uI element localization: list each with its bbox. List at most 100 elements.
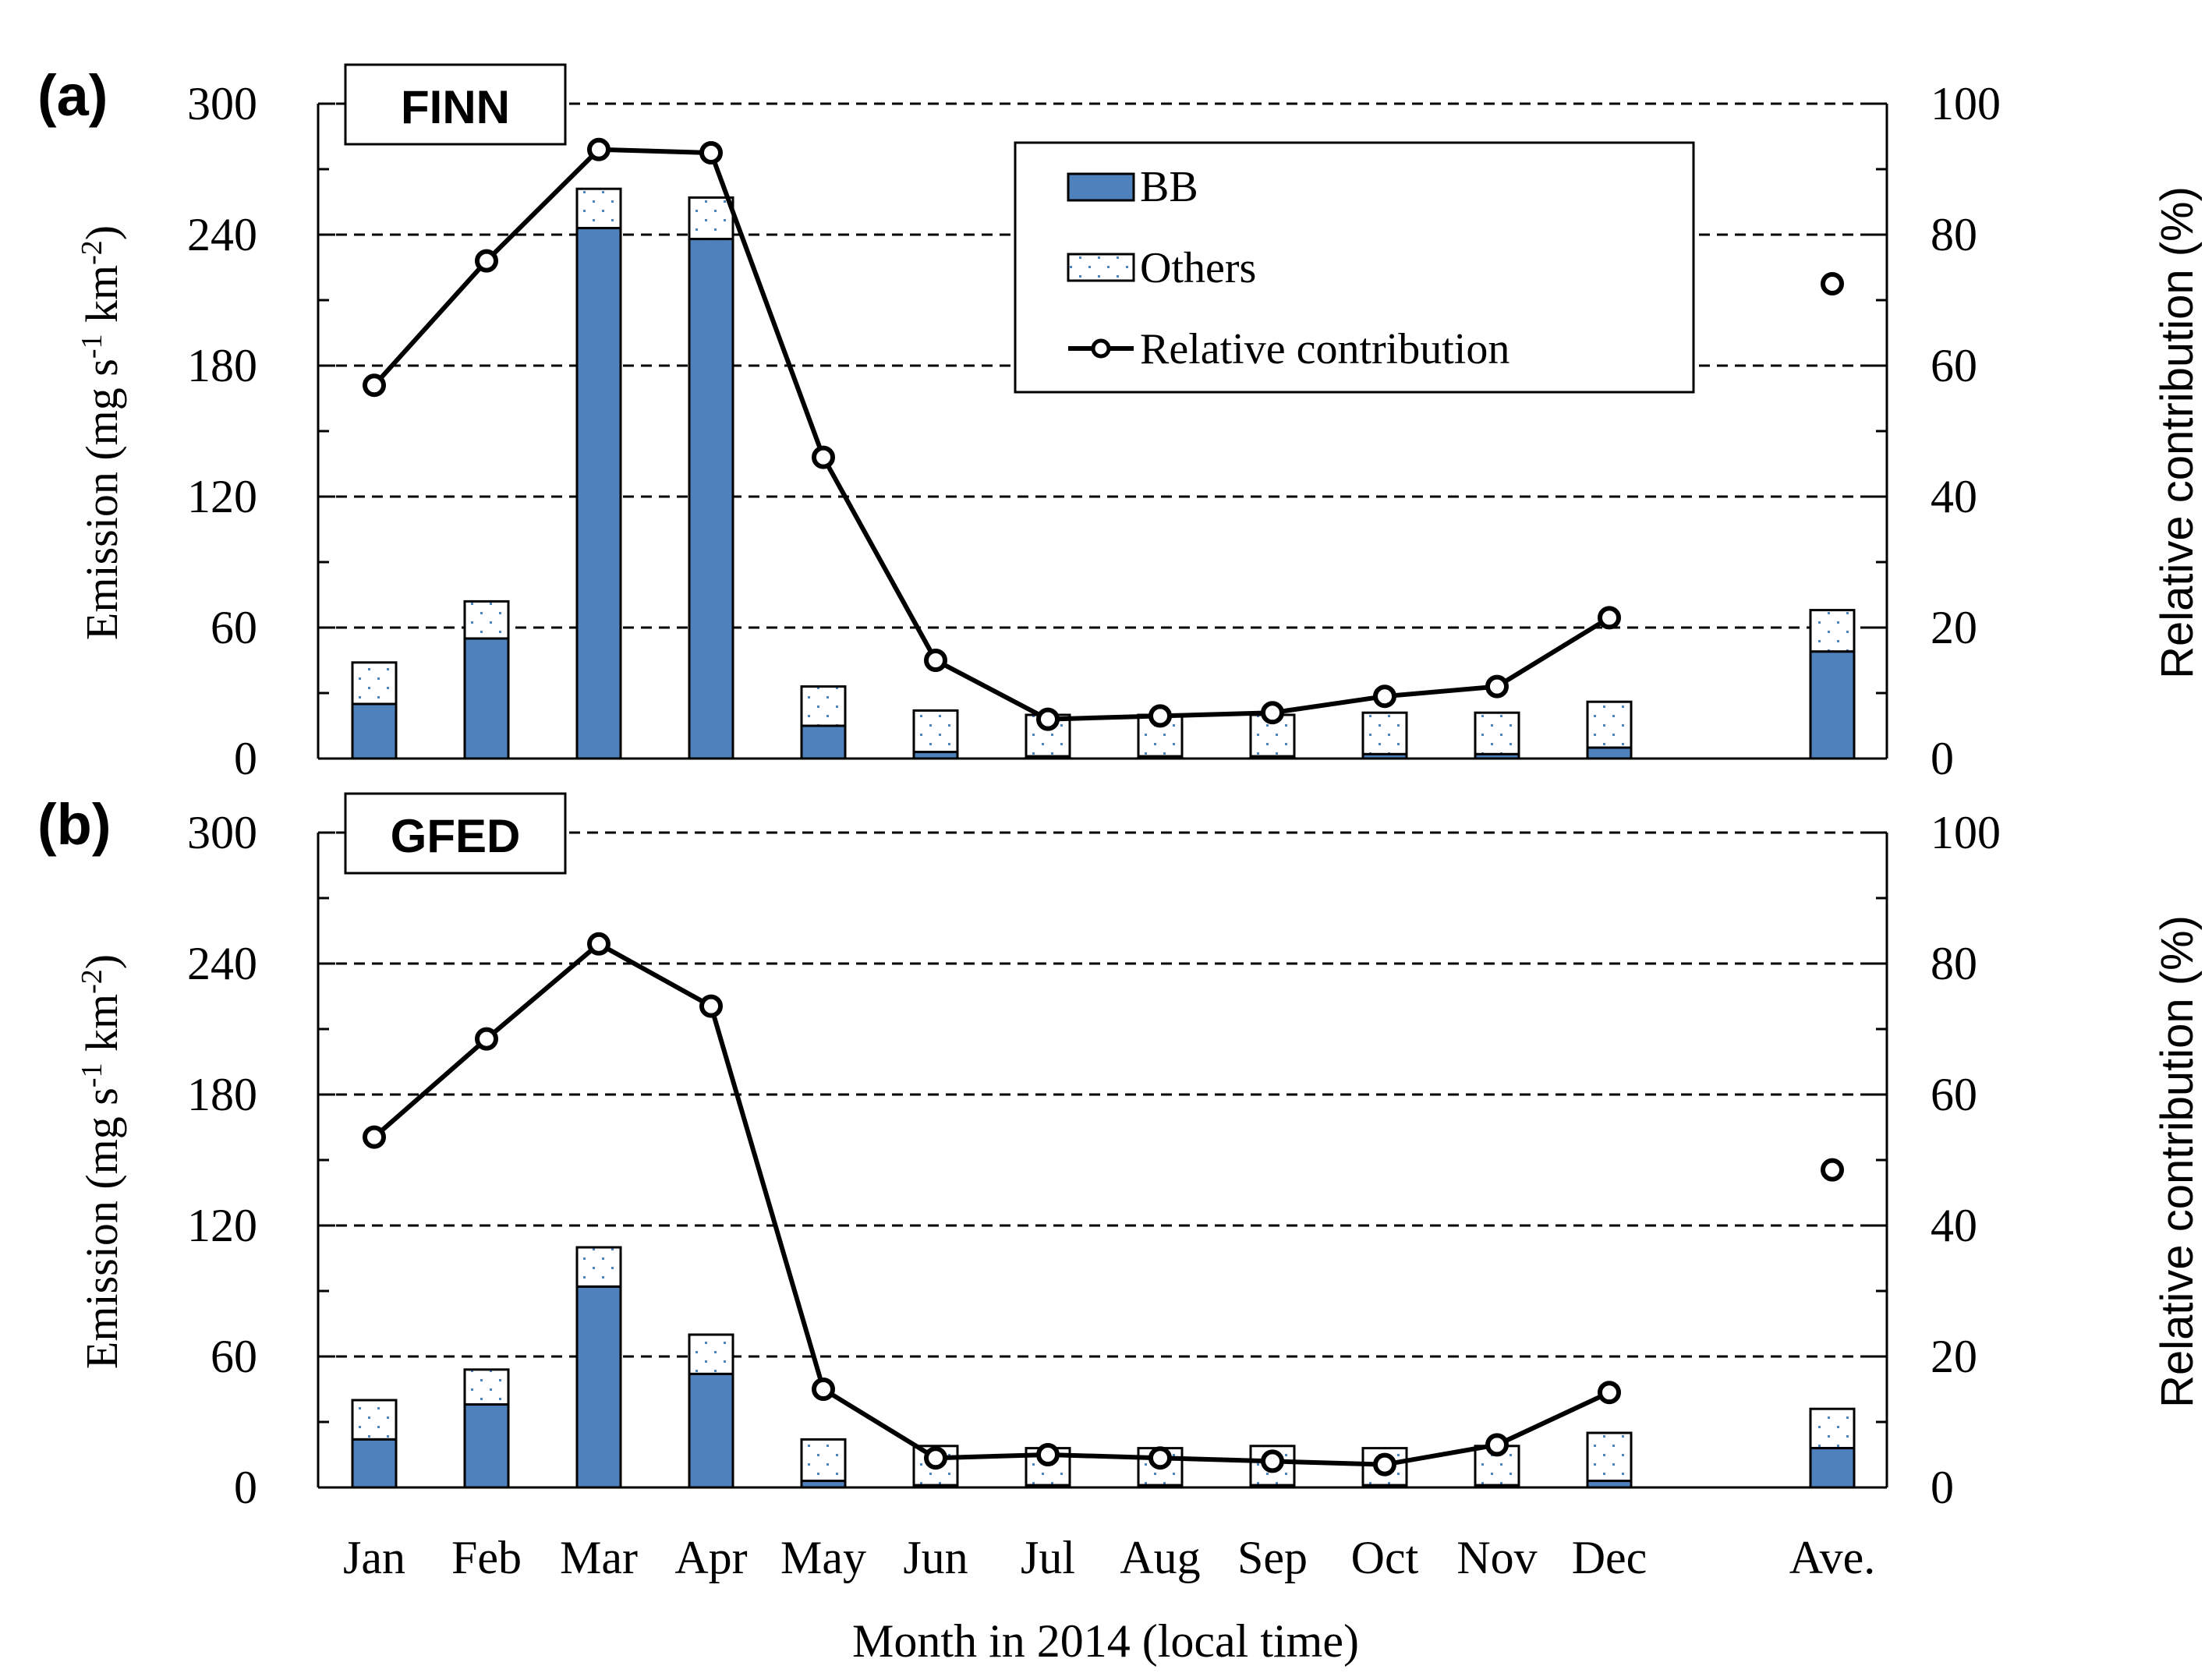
x-tick-label-Ave.: Ave.	[1789, 1532, 1876, 1583]
panel-b-relative-point-Apr	[699, 994, 723, 1018]
legend-bb-label: BB	[1140, 163, 1198, 211]
panel-a-left-title-sup1: -1	[76, 334, 108, 359]
panel-a-bar-others-Dec	[1586, 700, 1633, 749]
panel-a-bar-others-Apr	[688, 196, 734, 241]
panel-b-grid	[318, 831, 1887, 1358]
panel-a-bar-others-Feb	[463, 599, 510, 640]
panel-a-left-tick-label: 180	[187, 340, 257, 391]
panel-a: (a) 0 60 120 180 240 300 0 20 40 60 80 100 FINN BB…	[37, 63, 2203, 784]
panel-b-relative-point-Sep	[1261, 1449, 1284, 1473]
panel-a-relative-point-Jul	[1036, 707, 1060, 731]
panel-a-bar-others-Nov	[1474, 711, 1520, 755]
panel-a-right-tick-label: 40	[1931, 471, 1977, 522]
panel-a-relative-point-Jun	[924, 649, 947, 672]
panel-a-relative-point-Ave.	[1821, 272, 1844, 295]
panel-b-relative-point-Oct	[1373, 1452, 1396, 1477]
panel-a-left-tick-label: 240	[187, 209, 257, 260]
panel-a-relative-point-Nov	[1485, 674, 1509, 699]
panel-a-bar-others-May	[800, 685, 847, 727]
panel-b-left-axis-title: Emission (mg s-1 km-2)	[76, 954, 127, 1369]
panel-b-relative-point-Jun	[924, 1446, 947, 1470]
x-tick-label-Oct: Oct	[1351, 1532, 1419, 1583]
panel-b-left-title-end: )	[76, 954, 127, 969]
panel-a-right-tick-label: 20	[1931, 602, 1977, 653]
panel-a-right-tick-label: 100	[1931, 78, 2001, 129]
panel-b-left-tick-label: 180	[187, 1069, 257, 1120]
legend-relative-label: Relative contribution	[1140, 325, 1509, 373]
panel-b-title-box	[344, 792, 567, 875]
x-tick-label-Nov: Nov	[1456, 1532, 1537, 1583]
panel-a-right-tick-label: 0	[1931, 733, 1954, 784]
x-tick-label-Aug: Aug	[1120, 1532, 1200, 1583]
panel-b-right-tick-label: 20	[1931, 1331, 1977, 1382]
panel-b-relative-point-Feb	[475, 1027, 498, 1051]
panel-a-relative-point-Apr	[699, 141, 723, 164]
panel-b-bar-bb-Apr	[688, 1372, 734, 1489]
panel-b-bar-bb-Ave.	[1809, 1447, 1856, 1489]
panel-b-relative-point-Jan	[363, 1125, 386, 1149]
panel-a-left-title-end: )	[76, 225, 127, 240]
panel-a-left-tick-label: 120	[187, 471, 257, 522]
panel-a-relative-point-Sep	[1261, 701, 1284, 725]
panel-a-left-title-sup2: -2	[76, 240, 108, 265]
x-axis-title: Month in 2014 (local time)	[852, 1615, 1359, 1667]
legend: BB Others Relative contribution	[1014, 141, 1695, 394]
panel-b-relative-point-Ave.	[1821, 1158, 1844, 1182]
panel-b-relative-point-Aug	[1148, 1446, 1172, 1470]
panel-a-relative-line	[363, 137, 1844, 731]
panel-a-bar-bb-Apr	[688, 238, 734, 760]
x-tick-label-Mar: Mar	[560, 1532, 638, 1583]
panel-b-left-title-sup2: -2	[76, 969, 108, 994]
panel-b-relative-point-Mar	[587, 932, 611, 956]
panel-b-left-tick-label: 300	[187, 807, 257, 858]
panel-a-bar-others-Mar	[575, 187, 622, 230]
panel-a-left-title-mid: km	[76, 265, 127, 334]
panel-b-bar-others-Ave.	[1809, 1407, 1856, 1450]
panel-a-left-ticks: 0 60 120 180 240 300	[187, 78, 335, 784]
panel-a-bar-others-Ave.	[1809, 609, 1856, 653]
panel-b-bar-others-Dec	[1586, 1431, 1633, 1483]
panel-b-title: GFED	[391, 810, 521, 862]
panel-b-label: (b)	[37, 792, 111, 857]
panel-b-right-ticks: 0 20 40 60 80 100	[1870, 807, 2001, 1513]
panel-b-left-tick-label: 120	[187, 1200, 257, 1251]
legend-relative-marker	[1091, 338, 1111, 359]
panel-b: (b) 0 60 120 180 240 300 0 20 40 60 80 100 GFED Re…	[37, 792, 2203, 1513]
x-tick-label-Feb: Feb	[451, 1532, 522, 1583]
panel-a-label: (a)	[37, 63, 108, 128]
panel-a-left-tick-label: 300	[187, 78, 257, 129]
panel-b-bar-others-Apr	[688, 1333, 734, 1375]
panel-a-bar-others-Oct	[1361, 711, 1408, 755]
panel-b-left-title-mid: km	[76, 994, 127, 1063]
panel-b-relative-polyline	[373, 941, 1611, 1467]
panel-b-right-tick-label: 0	[1931, 1462, 1954, 1513]
x-tick-label-Jan: Jan	[343, 1532, 405, 1583]
panel-a-relative-polyline	[372, 147, 1611, 722]
panel-b-right-tick-label: 80	[1931, 938, 1977, 989]
panel-a-bar-bb-Dec	[1586, 746, 1633, 760]
panel-a-relative-point-Aug	[1148, 704, 1172, 728]
panel-a-right-ticks: 0 20 40 60 80 100	[1870, 78, 2001, 784]
panel-a-relative-point-May	[812, 445, 835, 469]
panel-a-bar-others-Jan	[351, 661, 398, 706]
panel-b-bar-others-Feb	[463, 1368, 510, 1406]
panel-a-bar-bb-Feb	[463, 637, 510, 760]
panel-b-axes	[317, 833, 1888, 1489]
panel-a-bar-bb-Mar	[575, 227, 622, 760]
panel-b-relative-point-Jul	[1036, 1443, 1060, 1466]
panel-a-title: FINN	[401, 81, 510, 133]
panel-b-bar-others-May	[800, 1438, 847, 1483]
panel-b-relative-line	[363, 932, 1844, 1477]
panel-b-relative-point-May	[812, 1378, 835, 1401]
panel-a-relative-point-Feb	[475, 249, 498, 273]
panel-b-right-axis-title: Relative contribution (%)	[2152, 915, 2203, 1408]
panel-b-right-tick-label: 40	[1931, 1200, 1977, 1251]
panel-b-right-tick-label: 100	[1931, 807, 2001, 858]
panel-a-right-tick-label: 80	[1931, 209, 1977, 260]
panel-b-left-title-main: Emission (mg s	[76, 1088, 127, 1369]
panel-b-bar-others-Jan	[351, 1399, 398, 1441]
panel-a-left-tick-label: 0	[234, 733, 257, 784]
x-category-labels: Jan Feb Mar Apr May Jun Jul Aug Sep Oct Nov Dec Ave.	[343, 1532, 1875, 1583]
x-tick-label-Sep: Sep	[1237, 1532, 1308, 1583]
panel-a-right-tick-label: 60	[1931, 340, 1977, 391]
